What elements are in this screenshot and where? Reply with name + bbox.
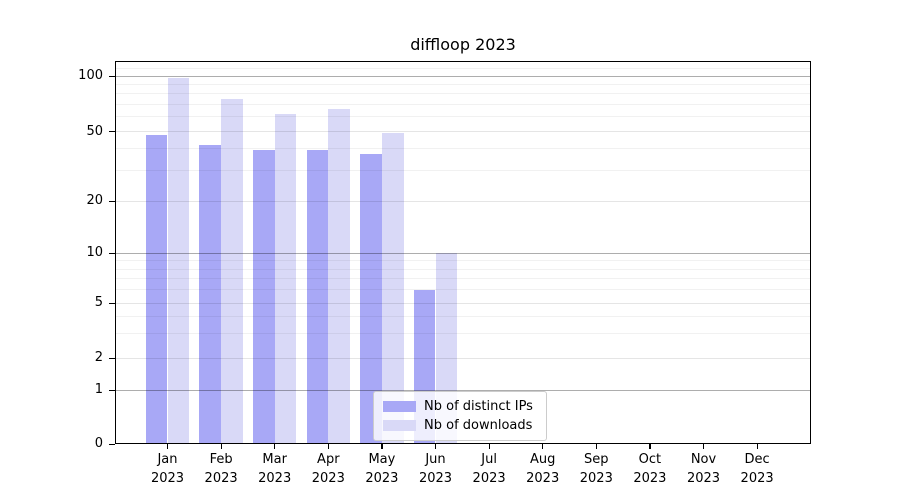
x-tick-aug xyxy=(542,444,544,449)
y-tick-label-10: 10 xyxy=(86,245,103,260)
bar-downloads-jan xyxy=(167,77,190,444)
x-tick-label-jun: Jun 2023 xyxy=(408,450,464,488)
legend-label-0: Nb of distinct IPs xyxy=(424,399,533,414)
x-tick-month: Feb xyxy=(209,452,233,467)
x-tick-year: 2023 xyxy=(740,471,774,486)
x-tick-sep xyxy=(595,444,597,449)
bar-downloads-mar xyxy=(274,114,297,444)
bar-ips-may xyxy=(360,154,382,444)
y-tick-0 xyxy=(109,443,115,445)
y-tick-label-2: 2 xyxy=(94,350,103,365)
y-tick-label-20: 20 xyxy=(86,193,103,208)
x-tick-year: 2023 xyxy=(311,471,345,486)
y-tick-2 xyxy=(109,357,115,359)
chart-title: diffloop 2023 xyxy=(410,35,516,54)
bar-downloads-feb xyxy=(221,99,243,444)
x-tick-label-jul: Jul 2023 xyxy=(461,450,517,488)
x-tick-oct xyxy=(649,444,651,449)
x-tick-month: Aug xyxy=(529,452,556,467)
x-tick-label-may: May 2023 xyxy=(354,450,410,488)
y-tick-label-50: 50 xyxy=(86,123,103,139)
x-tick-dec xyxy=(756,444,758,449)
x-tick-month: Mar xyxy=(262,452,287,467)
y-tick-5 xyxy=(109,302,115,304)
x-tick-label-dec: Dec 2023 xyxy=(729,450,785,488)
x-tick-month: Nov xyxy=(690,452,717,467)
y-tick-label-100: 100 xyxy=(78,68,103,83)
x-tick-year: 2023 xyxy=(579,471,613,486)
x-tick-label-aug: Aug 2023 xyxy=(515,450,571,488)
x-tick-month: Jun xyxy=(425,452,446,467)
x-tick-month: Jul xyxy=(481,452,497,467)
y-tick-20 xyxy=(109,200,115,202)
legend-item-0: Nb of distinct IPs xyxy=(383,397,538,416)
x-tick-year: 2023 xyxy=(526,471,560,486)
plot-area: Nb of distinct IPs Nb of downloads xyxy=(115,61,811,444)
x-tick-label-mar: Mar 2023 xyxy=(247,450,303,488)
bar-downloads-apr xyxy=(328,109,350,444)
x-tick-year: 2023 xyxy=(204,471,238,486)
legend-swatch-1 xyxy=(383,420,416,431)
x-tick-year: 2023 xyxy=(472,471,506,486)
x-tick-label-feb: Feb 2023 xyxy=(193,450,249,488)
x-tick-year: 2023 xyxy=(633,471,667,486)
legend-swatch-0 xyxy=(383,401,416,412)
bar-ips-apr xyxy=(306,150,329,444)
x-tick-month: Apr xyxy=(317,452,340,467)
bars-layer xyxy=(115,61,811,444)
x-tick-label-jan: Jan 2023 xyxy=(140,450,196,488)
bar-ips-feb xyxy=(199,144,222,444)
x-tick-label-sep: Sep 2023 xyxy=(568,450,624,488)
x-tick-label-oct: Oct 2023 xyxy=(622,450,678,488)
x-tick-nov xyxy=(703,444,705,449)
x-tick-month: Dec xyxy=(744,452,770,467)
legend-item-1: Nb of downloads xyxy=(383,416,538,435)
legend: Nb of distinct IPs Nb of downloads xyxy=(373,391,547,441)
y-tick-label-1: 1 xyxy=(94,382,103,397)
x-tick-jul xyxy=(488,444,490,449)
bar-downloads-may xyxy=(381,133,404,444)
y-tick-label-5: 5 xyxy=(94,295,103,310)
legend-label-1: Nb of downloads xyxy=(424,418,533,433)
x-tick-year: 2023 xyxy=(418,471,453,486)
x-tick-month: Sep xyxy=(584,452,609,467)
bar-ips-mar xyxy=(253,150,275,444)
x-tick-jan xyxy=(167,444,169,449)
y-tick-10 xyxy=(109,252,115,254)
x-tick-year: 2023 xyxy=(365,471,399,486)
x-tick-jun xyxy=(435,444,437,449)
x-tick-label-apr: Apr 2023 xyxy=(300,450,356,488)
x-tick-month: May xyxy=(368,452,396,467)
x-tick-mar xyxy=(274,444,276,449)
x-tick-may xyxy=(381,444,383,449)
y-tick-100 xyxy=(109,75,115,77)
x-tick-year: 2023 xyxy=(150,471,185,486)
y-tick-50 xyxy=(109,131,115,133)
x-tick-year: 2023 xyxy=(258,471,292,486)
x-tick-month: Jan xyxy=(157,452,178,467)
x-tick-feb xyxy=(220,444,222,449)
x-tick-apr xyxy=(327,444,329,449)
bar-ips-jan xyxy=(145,134,168,444)
x-tick-month: Oct xyxy=(638,452,662,467)
x-tick-label-nov: Nov 2023 xyxy=(676,450,732,488)
y-tick-1 xyxy=(109,389,115,391)
y-tick-label-0: 0 xyxy=(94,436,103,451)
x-tick-year: 2023 xyxy=(686,471,721,486)
